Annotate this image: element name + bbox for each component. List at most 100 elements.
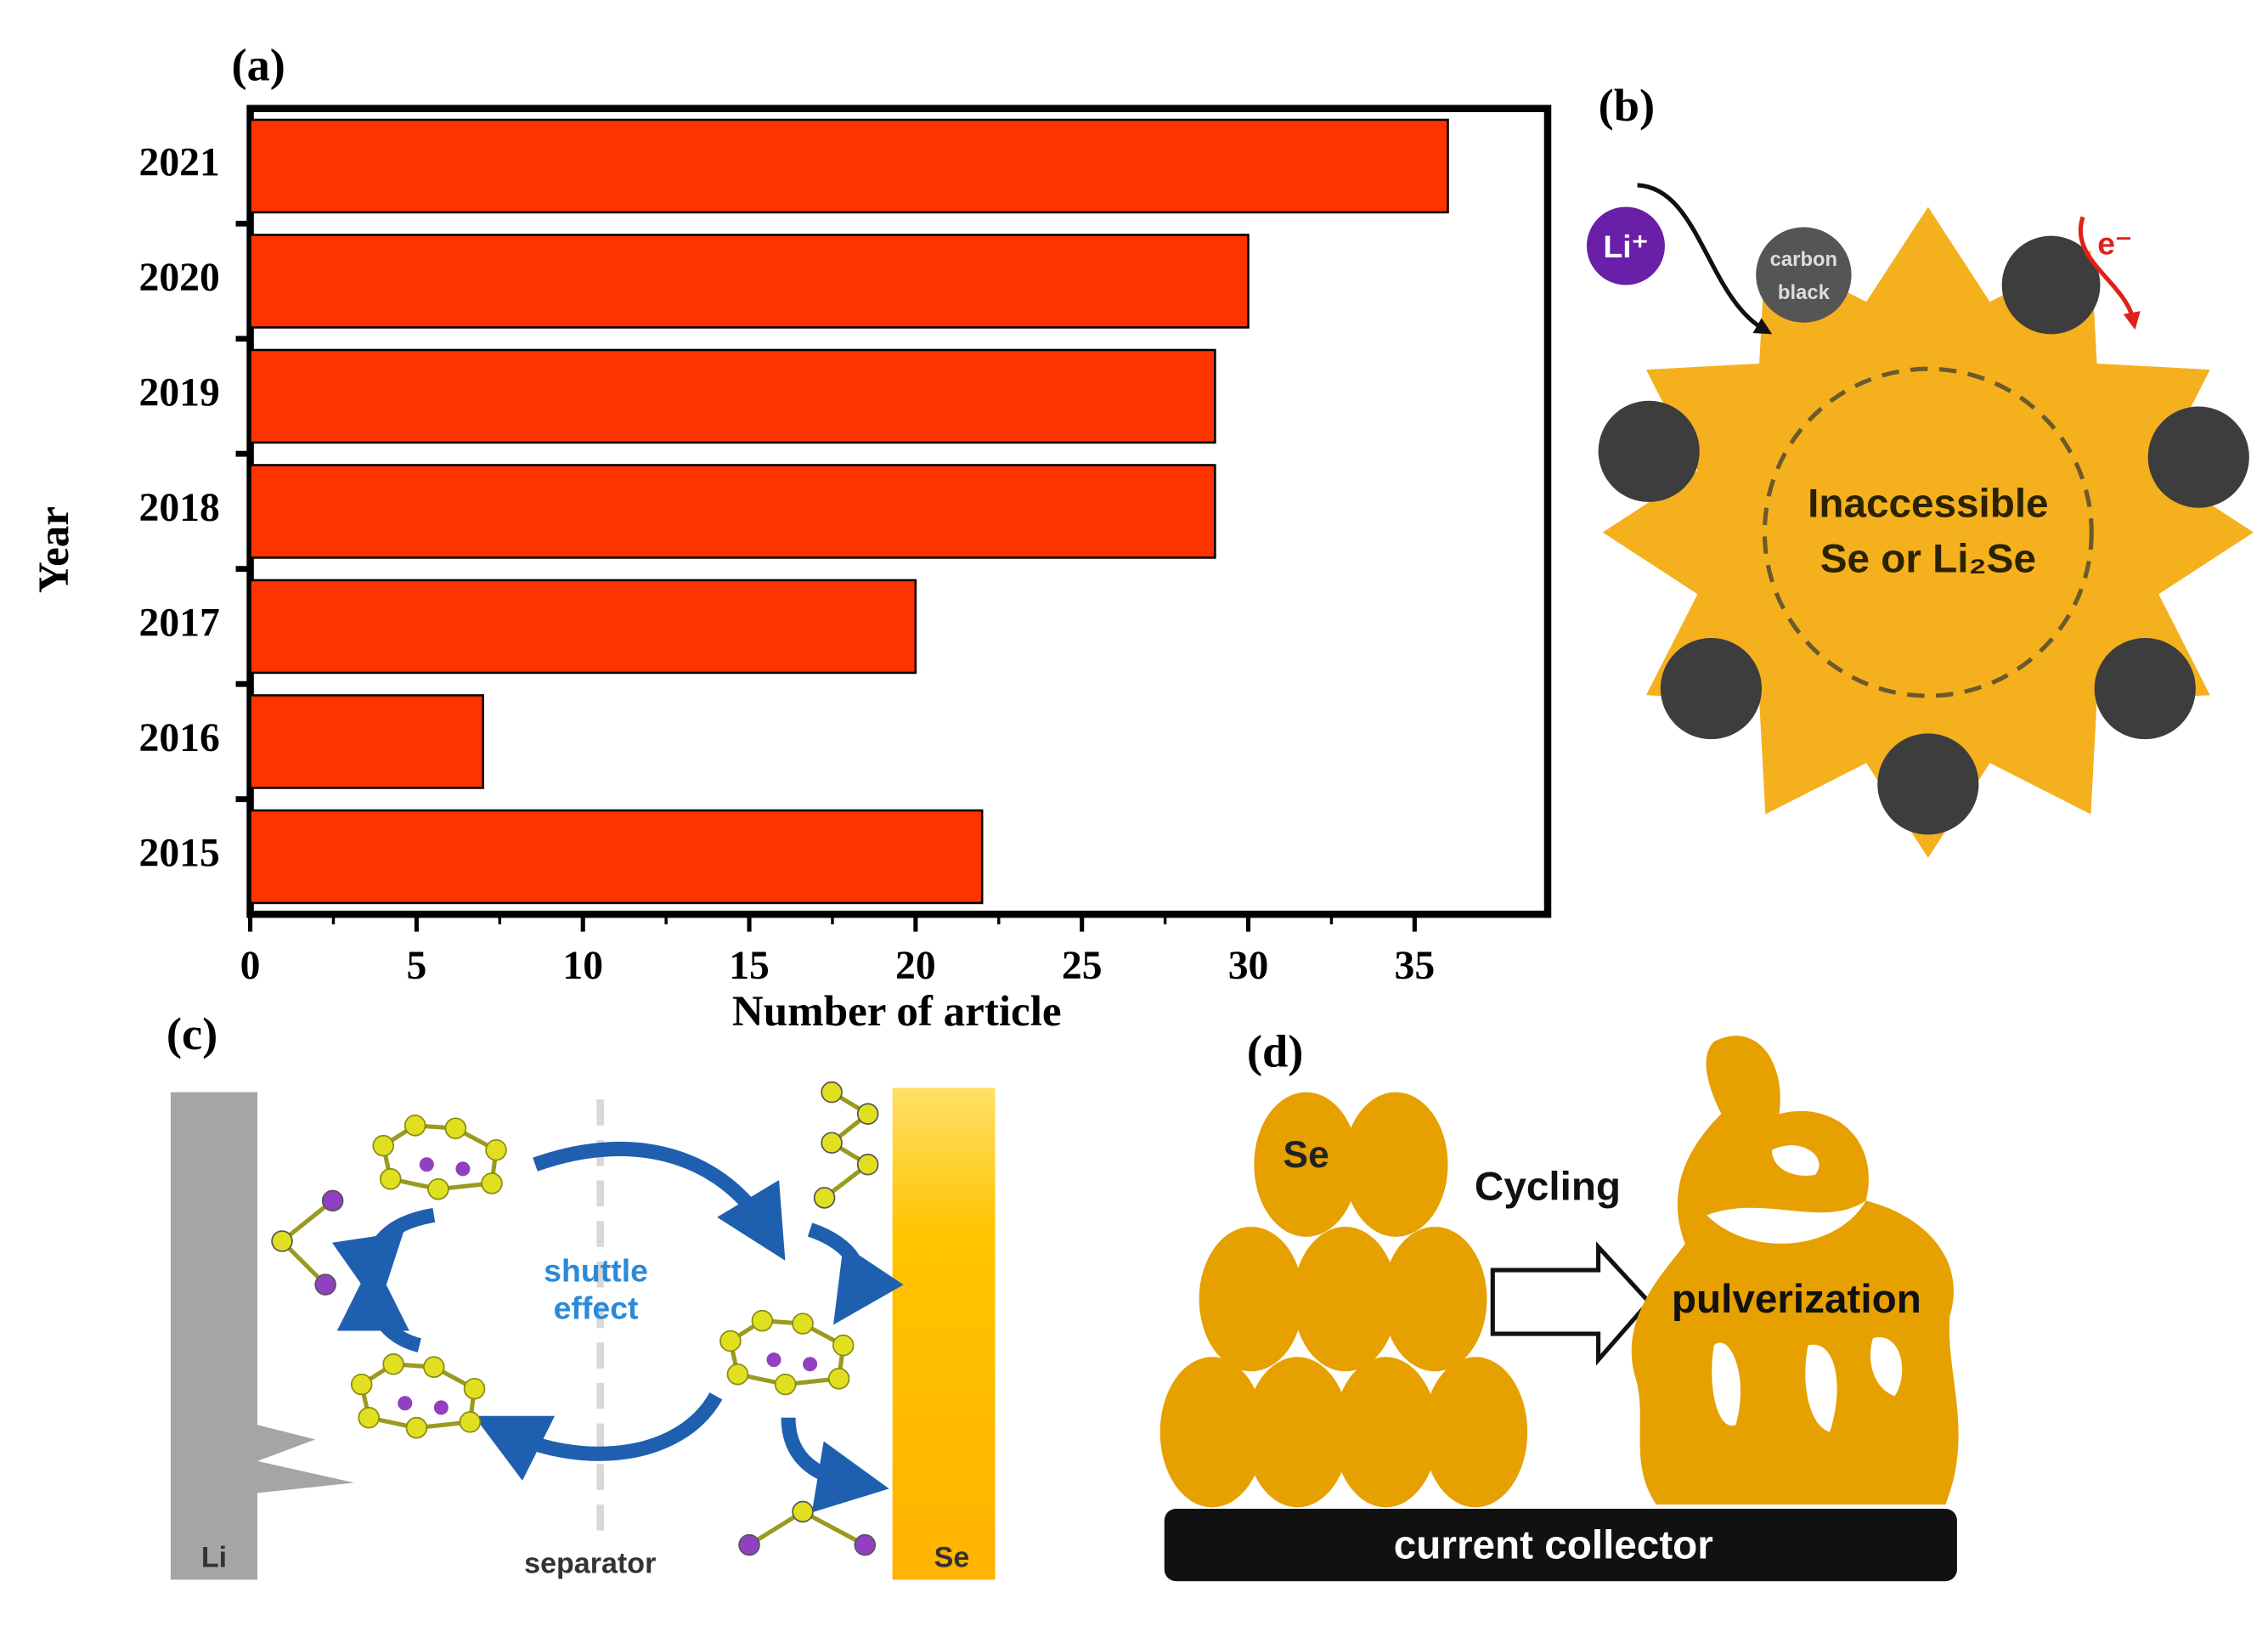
atom [827,1368,850,1390]
shuttle-label: shuttle [544,1252,648,1288]
atom [792,1313,814,1335]
atom [350,1373,373,1396]
atom [423,1356,445,1378]
atom [372,1134,395,1157]
process-label: Cycling [1475,1164,1621,1209]
x-tick-label: 35 [1395,944,1436,988]
x-tick-label: 10 [562,944,603,988]
panel-d: (d) Se Cycling pulverization current col… [1159,1025,1959,1582]
current-collector [1164,1509,1957,1582]
y-tick-label: 2019 [139,370,220,415]
ion-label: Li⁺ [1603,229,1648,264]
atom [856,1154,879,1176]
process-arrow [1490,1241,1652,1366]
arrow [2078,216,2141,330]
atom [455,1161,471,1177]
bar [249,348,1216,444]
atom [766,1352,781,1368]
separator-label: separator [524,1547,656,1579]
se-particles [1159,1092,1528,1508]
carbon-label: black [1778,281,1831,304]
electrode-label: Se [934,1542,970,1574]
carbon-particles [1598,227,2249,835]
atom [358,1407,380,1429]
atom [463,1377,486,1400]
bar [249,694,485,789]
atom [419,1157,434,1172]
panel-b: (b) carbon black Li⁺ e⁻ Inaccessible Se … [1586,79,2254,858]
bar [249,118,1449,214]
particle-label: Se [1284,1134,1329,1176]
pulverized-particle [1631,1036,1959,1505]
li-electrode [170,1092,355,1580]
atom [726,1363,749,1386]
bar-chart: (a) Year Number of article 0 5 10 15 20 25 30 3… [30,38,1552,1036]
atom [459,1411,482,1433]
electrode-label: Li [201,1542,227,1574]
atom [398,1396,413,1411]
atom [314,1273,336,1296]
atom [719,1330,742,1352]
bond [801,1510,866,1547]
collector-label: current collector [1394,1523,1713,1568]
atom [803,1357,818,1372]
molecules [271,1081,879,1556]
atom [382,1352,404,1375]
atom [751,1309,774,1332]
panel-label: (d) [1247,1025,1304,1077]
atom [427,1177,449,1200]
star-particle [1602,206,2254,858]
x-tick-label: 0 [240,944,261,988]
bar [249,579,917,675]
y-tick-label: 2018 [139,486,220,530]
shuttle-arrows [331,1142,904,1513]
x-tick-label: 20 [895,944,936,988]
x-axis-label: Number of article [732,987,1062,1036]
y-tick-label: 2020 [139,256,220,300]
atom [405,1416,428,1439]
x-tick-label: 30 [1228,944,1269,988]
panel-label: (a) [231,38,285,90]
bar [249,464,1216,559]
dashed-core [1762,366,2094,698]
atom [481,1172,503,1194]
atom [271,1230,293,1252]
panel-label: (b) [1599,79,1656,131]
y-axis-label: Year [30,506,78,593]
se-electrode [892,1087,996,1580]
atom [738,1533,760,1556]
carbon-label: carbon [1770,248,1837,271]
atom [403,1115,426,1137]
atom [821,1132,843,1155]
atom [433,1400,449,1415]
cracks [1707,1145,1903,1432]
atom [821,1081,843,1104]
y-tick-label: 2021 [139,140,220,184]
atom [444,1117,467,1139]
atom [485,1138,507,1161]
x-tick-label: 5 [406,944,426,988]
electron-label: e⁻ [2097,225,2132,261]
atom [379,1168,402,1190]
li-ion [1586,206,1665,285]
atom [832,1334,855,1357]
panel-label: (c) [166,1008,217,1059]
y-tick-label: 2017 [139,601,220,645]
shuttle-label: effect [554,1290,639,1326]
atom [856,1103,879,1125]
core-label: Inaccessible [1808,482,2048,527]
y-tick-label: 2015 [139,831,220,875]
arrow [1637,183,1773,335]
x-tick-label: 15 [729,944,770,988]
bar [249,809,984,905]
atom [854,1533,877,1556]
y-tick-label: 2016 [139,716,220,760]
bar [249,234,1250,329]
atom [321,1189,344,1212]
panel-c: (c) Li Se separator shuttle effect [166,1008,996,1580]
core-label: Se or Li₂Se [1820,536,2036,581]
x-tick-label: 25 [1062,944,1103,988]
result-label: pulverization [1672,1277,1921,1322]
